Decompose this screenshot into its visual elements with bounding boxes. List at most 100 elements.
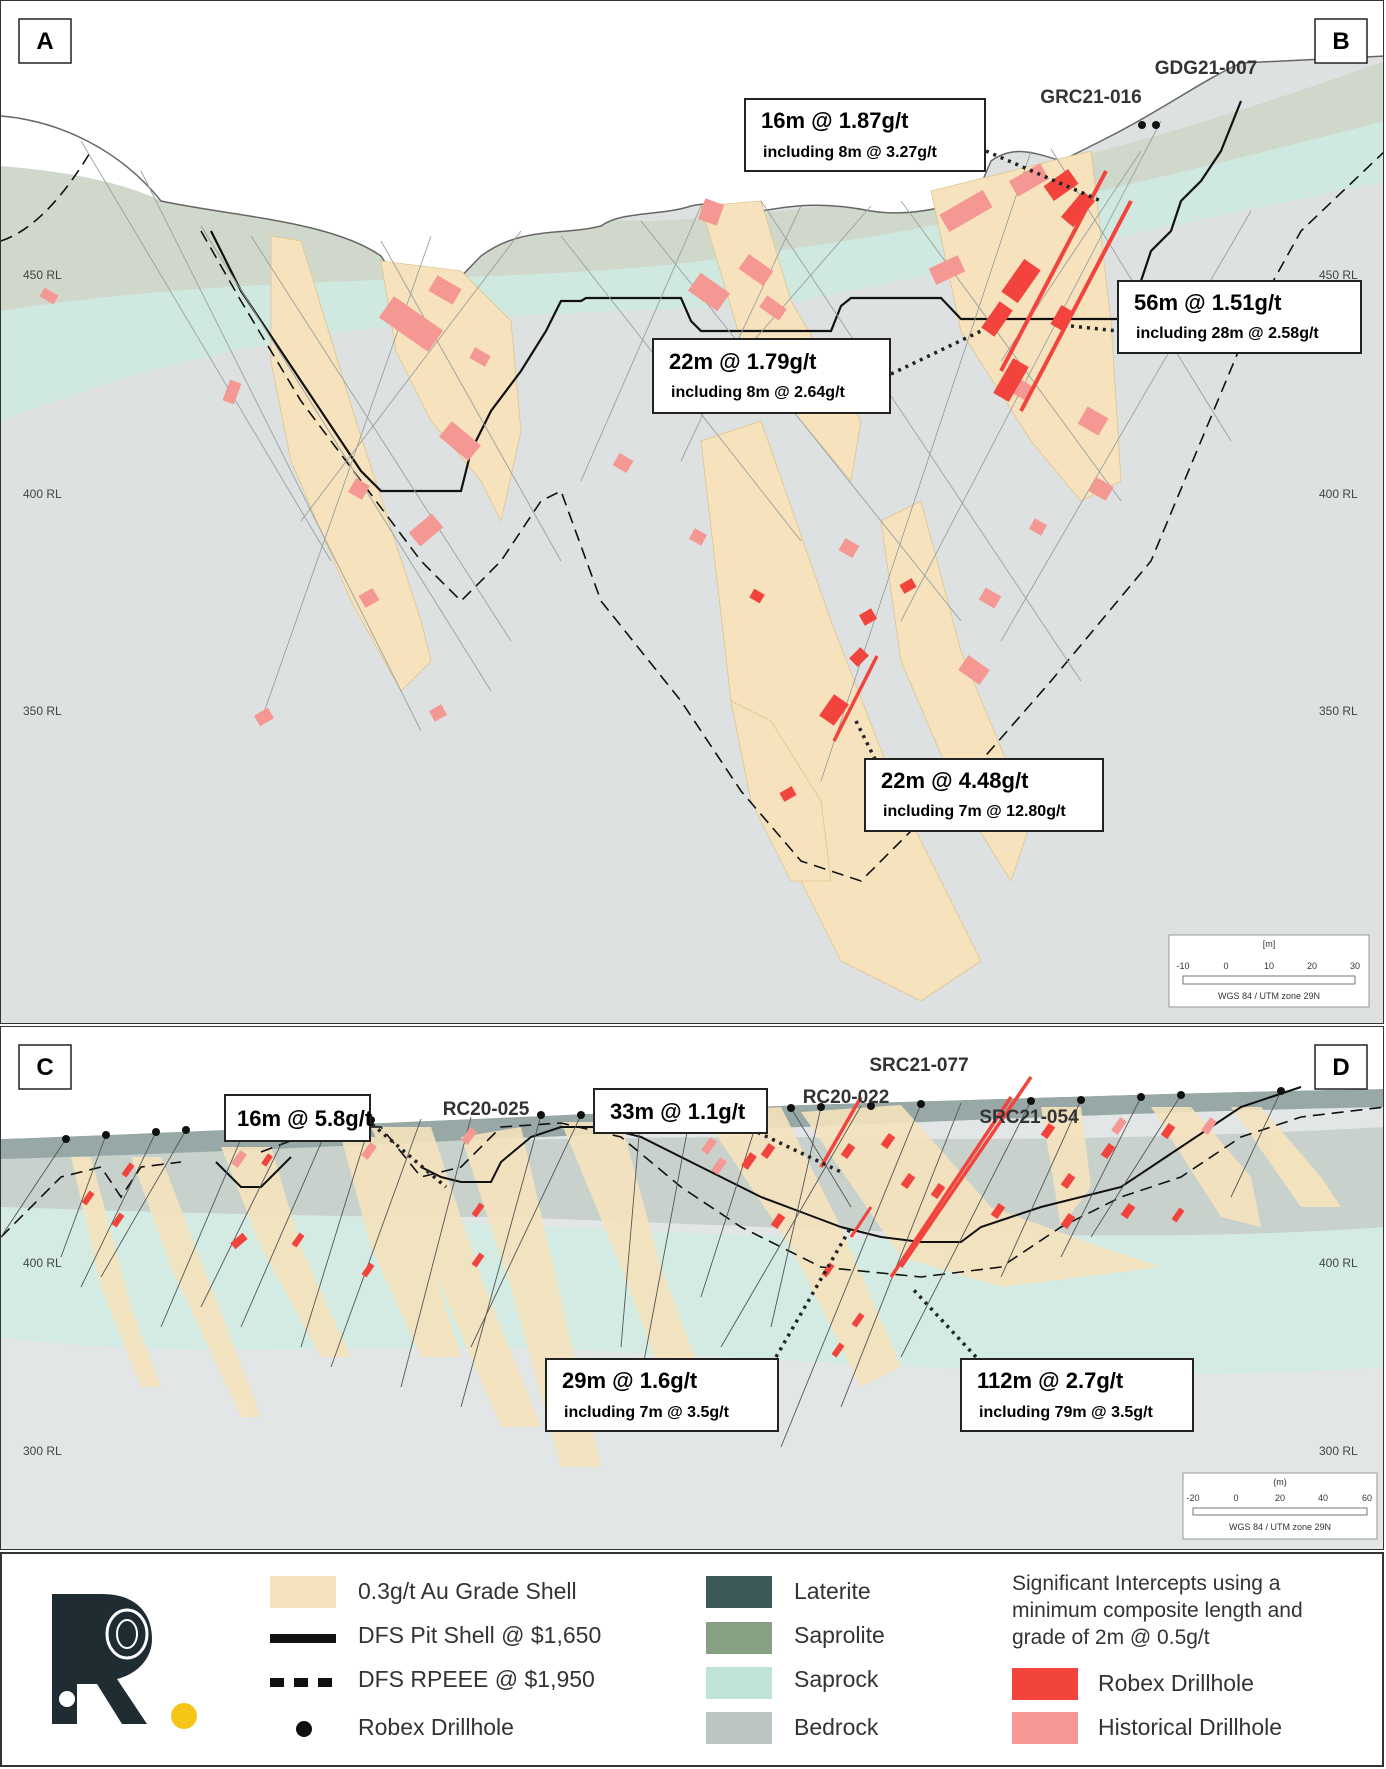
svg-text:22m @ 1.79g/t: 22m @ 1.79g/t [669,349,817,374]
corner-label-d: D [1332,1054,1349,1081]
legend-robex-drillhole-swatch [1012,1668,1078,1700]
legend-saprolite-label: Saprolite [794,1622,885,1648]
svg-text:including 28m @ 2.58g/t: including 28m @ 2.58g/t [1136,325,1319,342]
collar-markers [62,1087,1285,1143]
collar [102,1131,110,1139]
svg-text:16m @ 1.87g/t: 16m @ 1.87g/t [761,108,909,133]
svg-text:56m @ 1.51g/t: 56m @ 1.51g/t [1134,290,1282,315]
rl-label: 300 RL [23,1444,62,1458]
collar [817,1103,825,1111]
intercept-box: 16m @ 1.87g/t including 8m @ 3.27g/t [744,98,986,172]
scale-bar: (m) -20 0 20 40 60 WGS 84 / UTM zone 29N [1182,1472,1378,1540]
historical-intercepts [231,1117,1217,1175]
svg-text:0: 0 [1233,1493,1238,1503]
rl-label: 400 RL [1319,487,1358,501]
legend-grade-shell-label: 0.3g/t Au Grade Shell [358,1578,577,1604]
legend-collar-label: Robex Drillhole [358,1714,514,1740]
legend-historical-drillhole-swatch [1012,1712,1078,1744]
collar [62,1135,70,1143]
rl-label: 400 RL [23,487,62,501]
robex-intercepts [81,1076,1185,1358]
rpeee-line [1,150,1383,882]
rl-label: 350 RL [23,704,62,718]
svg-text:16m @ 5.8g/t: 16m @ 5.8g/t [237,1106,373,1131]
legend-panel: 0.3g/t Au Grade Shell DFS Pit Shell @ $1… [0,1552,1384,1767]
collar [787,1104,795,1112]
svg-text:(m): (m) [1273,1477,1287,1487]
rl-label: 450 RL [23,268,62,282]
collar-grc21-016 [1138,121,1146,129]
svg-text:including 79m @ 3.5g/t: including 79m @ 3.5g/t [979,1404,1154,1421]
rl-label: 400 RL [1319,1256,1358,1270]
intercept-box: 16m @ 5.8g/t [224,1094,373,1142]
corner-b-box [1314,18,1368,64]
svg-text:including 7m @ 3.5g/t: including 7m @ 3.5g/t [564,1404,730,1421]
svg-text:22m @ 4.48g/t: 22m @ 4.48g/t [881,768,1029,793]
svg-text:including 8m @ 3.27g/t: including 8m @ 3.27g/t [763,144,938,161]
grade-shells [71,1105,1341,1467]
hole-label: SRC21-054 [979,1107,1079,1128]
svg-text:0: 0 [1223,961,1228,971]
legend-saprock-swatch [706,1667,772,1699]
hole-label: GRC21-016 [1040,87,1141,108]
corner-label-b: B [1332,28,1349,55]
grade-shell [730,700,832,882]
saprolite-zone [1,61,1383,311]
legend-robex-drillhole-label: Robex Drillhole [1098,1670,1254,1696]
saprock-zone [1,111,1383,421]
svg-text:[m]: [m] [1263,939,1276,949]
topography-line [1,55,1383,302]
rl-label: 450 RL [1319,268,1358,282]
legend-intercepts-title: Significant Intercepts using a minimum c… [1012,1572,1303,1649]
rl-label: 350 RL [1319,704,1358,718]
svg-text:-20: -20 [1186,1493,1199,1503]
collar [917,1100,925,1108]
legend-collar-swatch [296,1721,312,1737]
collar [1077,1096,1085,1104]
collar [1027,1097,1035,1105]
legend-bedrock-label: Bedrock [794,1714,879,1740]
drill-traces [1,1090,1282,1448]
legend-pit-shell-label: DFS Pit Shell @ $1,650 [358,1622,602,1648]
legend-saprock-label: Saprock [794,1666,879,1692]
collar-markers [1138,121,1160,129]
corner-a-box [18,18,72,64]
hole-label: GDG21-007 [1155,58,1257,79]
intercept-leaders [854,149,1119,772]
intercept-box: 112m @ 2.7g/t including 79m @ 3.5g/t [960,1358,1194,1432]
rl-label: 300 RL [1319,1444,1358,1458]
collar [537,1111,545,1119]
svg-text:including 8m @ 2.64g/t: including 8m @ 2.64g/t [671,384,846,401]
svg-text:40: 40 [1318,1493,1328,1503]
collar-gdg21-007 [1152,121,1160,129]
legend-rpeee-swatch [270,1678,336,1687]
hole-label: SRC21-077 [869,1055,968,1076]
scale-bar: [m] -10 0 10 20 30 WGS 84 / UTM zone 29N [1168,934,1370,1008]
intercept-box: 33m @ 1.1g/t [593,1088,768,1134]
intercept-leaders [364,1117,978,1359]
pit-shell-line [215,1086,1302,1243]
hole-label: RC20-022 [803,1087,890,1108]
collar [152,1128,160,1136]
svg-text:33m @ 1.1g/t: 33m @ 1.1g/t [610,1099,746,1124]
svg-text:30: 30 [1350,961,1360,971]
intercept-box: 22m @ 1.79g/t including 8m @ 2.64g/t [652,338,891,414]
collar [1277,1087,1285,1095]
rl-label: 400 RL [23,1256,62,1270]
legend-historical-drillhole-label: Historical Drillhole [1098,1714,1283,1740]
legend-pit-shell-swatch [270,1634,336,1643]
collar [1177,1091,1185,1099]
section-cd-panel: C D RC20-025 RC20-022 SRC21-077 SRC21-05… [0,1026,1384,1550]
hole-label: RC20-025 [443,1099,530,1120]
collar [577,1111,585,1119]
company-logo [52,1594,197,1729]
historical-intercepts [39,163,1114,727]
collar [1137,1093,1145,1101]
collar [182,1126,190,1134]
legend-rpeee-label: DFS RPEEE @ $1,950 [358,1666,595,1692]
svg-text:WGS 84 / UTM zone 29N: WGS 84 / UTM zone 29N [1218,991,1320,1001]
section-ab-panel: A B GRC21-016 GDG21-007 450 RL 400 RL 35… [0,0,1384,1024]
corner-d-box [1314,1044,1368,1090]
intercept-box: 22m @ 4.48g/t including 7m @ 12.80g/t [864,758,1104,832]
corner-c-box [18,1044,72,1090]
